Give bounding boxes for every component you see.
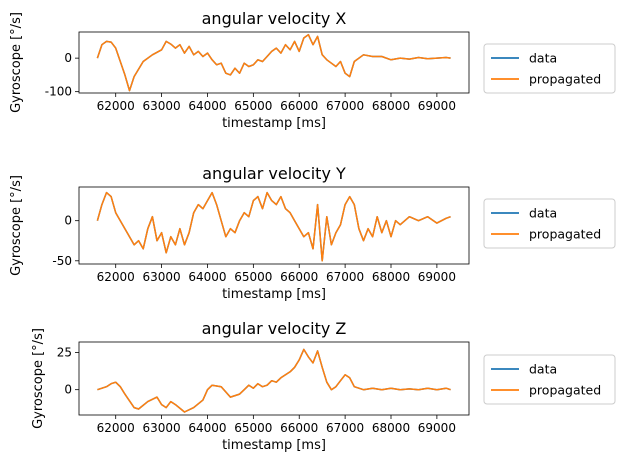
chart-title: angular velocity Y [202,164,346,183]
x-tick-label: 62000 [97,99,135,113]
x-tick-label: 66000 [280,421,318,435]
legend-label-propagated: propagated [529,383,601,398]
legend-label-propagated: propagated [529,227,601,242]
x-tick-label: 65000 [234,421,272,435]
x-tick-label: 67000 [326,421,364,435]
x-tick-label: 68000 [372,99,410,113]
legend-label-data: data [529,206,557,221]
series-line-propagated [96,33,451,92]
x-tick-label: 65000 [234,270,272,284]
y-tick-label: 25 [57,345,72,359]
legend-box [483,43,616,94]
legend-box [483,354,616,405]
y-axis-label: Gyroscope [°/s] [31,328,46,429]
x-tick-label: 66000 [280,270,318,284]
subplot-1: angular velocity X 62000 63000 64000 65000 66… [9,9,616,131]
y-tick-label: 0 [64,51,72,65]
x-tick-label: 69000 [418,270,456,284]
y-tick-label: -50 [52,254,72,268]
x-tick-label: 63000 [142,270,180,284]
series-line-propagated [96,191,451,262]
x-tick-label: 68000 [372,270,410,284]
y-tick-label: 0 [64,214,72,228]
legend-label-propagated: propagated [529,72,601,87]
chart-title: angular velocity X [202,9,347,28]
x-tick-label: 64000 [188,270,226,284]
x-tick-label: 69000 [418,99,456,113]
y-tick-label: -100 [45,85,72,99]
legend-box [483,198,616,249]
chart-title: angular velocity Z [202,319,347,338]
series-line-propagated [97,348,451,413]
x-tick-label: 63000 [142,99,180,113]
series-line-data [96,33,451,92]
y-axis-label: Gyroscope [°/s] [9,175,24,276]
subplot-2: angular velocity Y 62000 63000 64000 65000 66… [9,164,616,302]
legend: data propagated [483,354,616,405]
legend-label-data: data [529,362,557,377]
x-axis-label: timestamp [ms] [222,287,326,302]
axes-frame [78,186,470,265]
x-tick-label: 67000 [326,99,364,113]
x-tick-label: 64000 [188,421,226,435]
x-tick-label: 62000 [97,421,135,435]
x-axis-label: timestamp [ms] [222,116,326,131]
x-tick-label: 63000 [142,421,180,435]
x-tick-label: 69000 [418,421,456,435]
axes-frame [78,341,470,416]
legend: data propagated [483,43,616,94]
y-tick-label: 0 [64,383,72,397]
x-tick-label: 68000 [372,421,410,435]
x-tick-label: 62000 [97,270,135,284]
x-tick-label: 65000 [234,99,272,113]
subplot-3: angular velocity Z 62000 63000 64000 65000 66… [31,319,616,453]
x-tick-label: 66000 [280,99,318,113]
x-axis-label: timestamp [ms] [222,438,326,453]
legend-label-data: data [529,51,557,66]
x-tick-label: 67000 [326,270,364,284]
x-tick-label: 64000 [188,99,226,113]
axes-frame [78,31,470,94]
y-axis-label: Gyroscope [°/s] [9,12,24,113]
legend: data propagated [483,198,616,249]
